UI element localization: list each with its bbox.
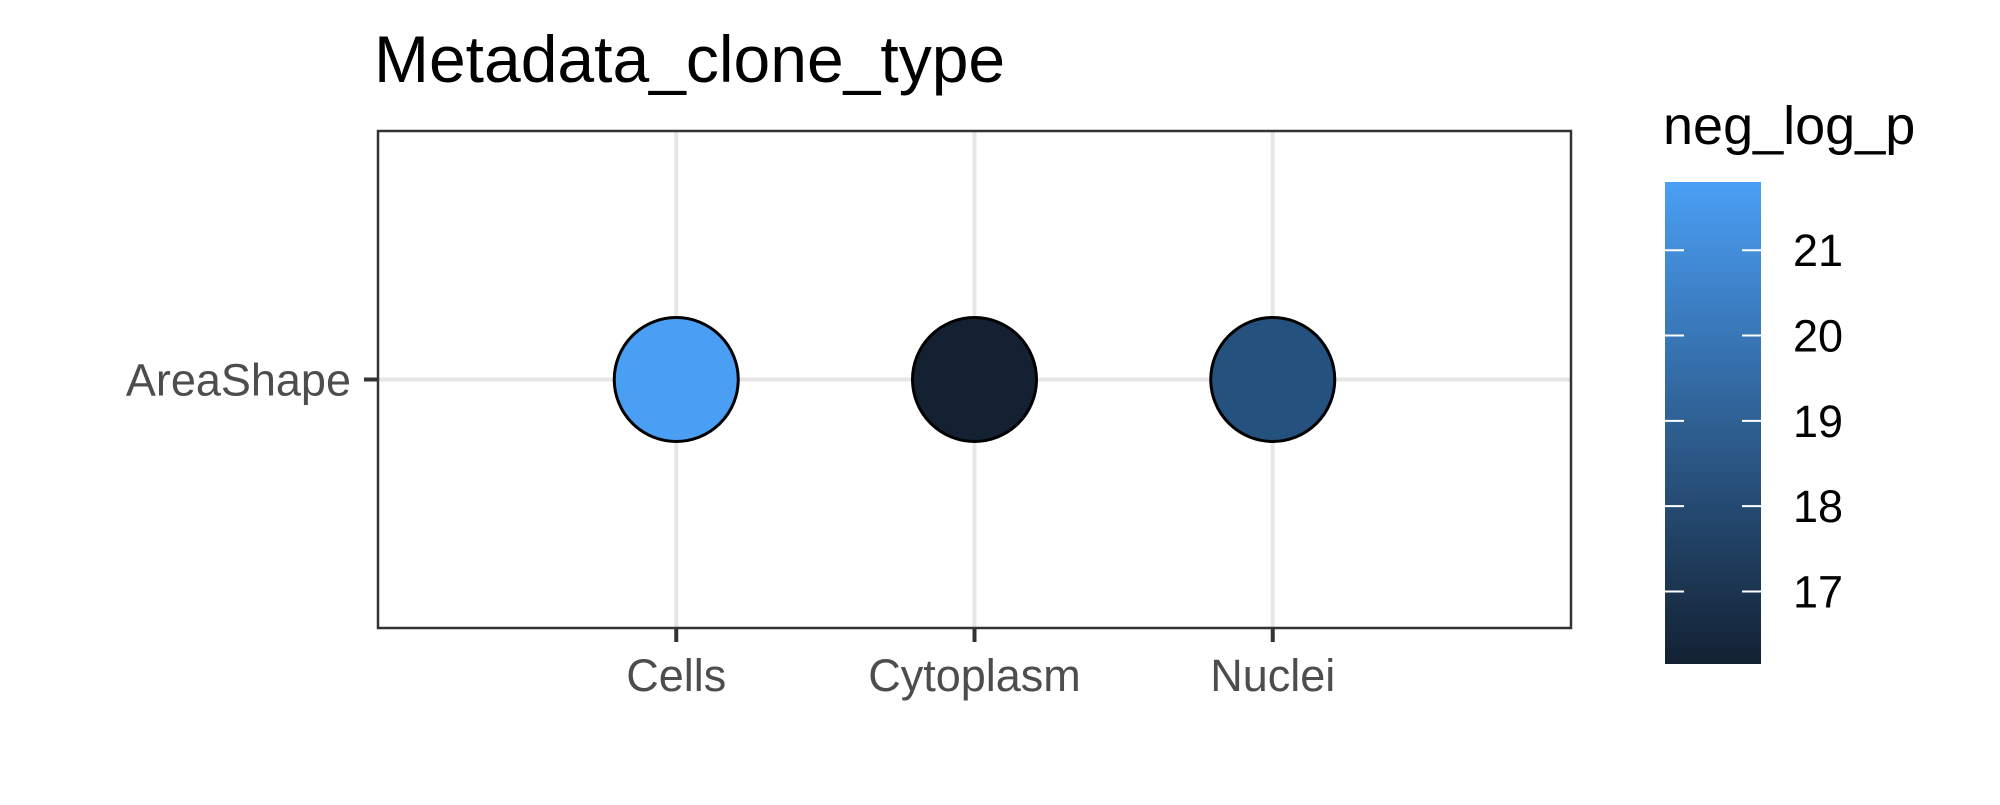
point-cytoplasm: [911, 316, 1038, 443]
x-axis: Cells Cytoplasm Nuclei: [626, 628, 1335, 701]
legend: neg_log_p 17 18 19 20 21: [1663, 96, 1915, 664]
colorbar-ticks: 17 18 19 20 21: [1665, 225, 1843, 617]
x-tick-label-cytoplasm: Cytoplasm: [868, 650, 1081, 701]
y-tick-label-areashape: AreaShape: [126, 355, 351, 406]
colorbar-tick-label-20: 20: [1793, 311, 1843, 362]
x-tick-label-nuclei: Nuclei: [1210, 650, 1335, 701]
legend-title: neg_log_p: [1663, 96, 1915, 156]
x-tick-label-cells: Cells: [626, 650, 726, 701]
point-cells: [612, 316, 740, 443]
colorbar-tick-label-18: 18: [1793, 481, 1843, 532]
chart-title: Metadata_clone_type: [374, 22, 1005, 96]
colorbar-tick-label-19: 19: [1793, 396, 1843, 447]
colorbar-tick-label-17: 17: [1793, 566, 1843, 617]
colorbar: [1665, 182, 1761, 664]
points-layer: [612, 316, 1337, 443]
point-nuclei: [1209, 316, 1337, 443]
y-axis: AreaShape: [126, 355, 378, 406]
colorbar-tick-label-21: 21: [1793, 225, 1843, 276]
